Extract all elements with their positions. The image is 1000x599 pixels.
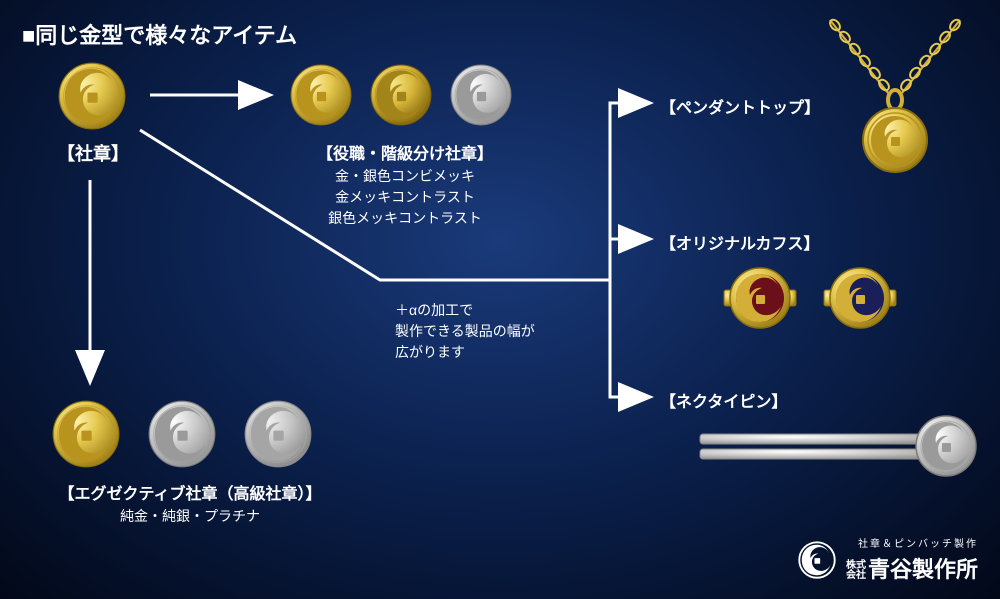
company-tagline: 社章＆ピンバッチ製作 [846,535,978,550]
company-name: 株式 会社青谷製作所 [846,552,978,584]
company-logo: 社章＆ピンバッチ製作 株式 会社青谷製作所 [798,535,978,584]
arrows-layer [0,0,1000,599]
company-mark-icon [798,541,836,579]
